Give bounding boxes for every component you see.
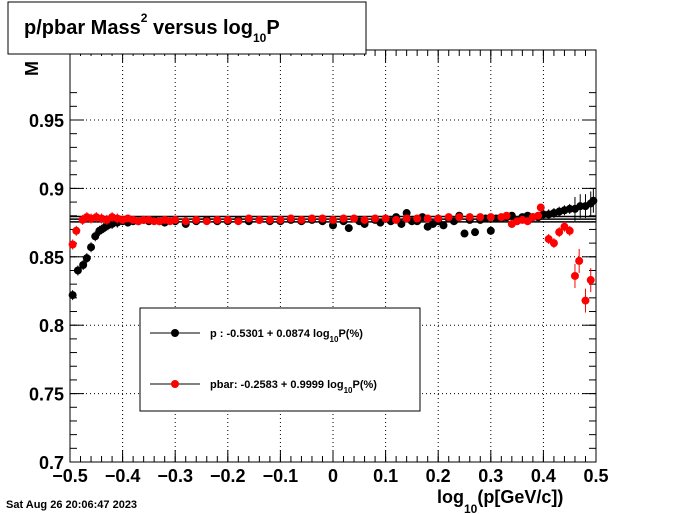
point-pbar bbox=[244, 214, 253, 223]
y-tick-labels: 0.7 0.75 0.8 0.85 0.9 0.95 bbox=[29, 111, 64, 473]
point-pbar bbox=[434, 214, 443, 223]
point-pbar bbox=[350, 214, 359, 223]
title-main: p/pbar Mass bbox=[24, 17, 141, 39]
point-pbar bbox=[171, 215, 180, 224]
point-p bbox=[329, 221, 337, 230]
point-pbar bbox=[307, 214, 316, 223]
x-tick-labels: −0.5 −0.4 −0.3 −0.2 −0.1 0 0.1 0.2 0.3 0.4 0.5 bbox=[52, 466, 608, 486]
point-pbar bbox=[360, 215, 369, 224]
x-tick-label: 0.2 bbox=[426, 466, 451, 486]
point-pbar bbox=[392, 215, 401, 224]
x-tick-label: 0.4 bbox=[531, 466, 556, 486]
point-pbar bbox=[286, 214, 295, 223]
point-pbar bbox=[486, 213, 495, 222]
x-tick-label: −0.1 bbox=[263, 466, 299, 486]
point-pbar bbox=[339, 214, 348, 223]
point-p bbox=[439, 221, 448, 230]
point-pbar bbox=[381, 214, 390, 223]
data-points bbox=[68, 188, 598, 313]
point-p bbox=[589, 196, 598, 205]
x-axis-label: log10(p[GeV/c]) bbox=[437, 487, 563, 514]
point-p bbox=[87, 243, 96, 252]
timestamp: Sat Aug 26 20:06:47 2023 bbox=[6, 499, 137, 511]
legend-label-pbar: pbar: -0.2583 + 0.9999 log10P(%) bbox=[210, 379, 377, 395]
title-sup: 2 bbox=[141, 11, 148, 25]
x-tick-label: −0.2 bbox=[210, 466, 246, 486]
point-pbar bbox=[192, 215, 201, 224]
point-pbar bbox=[555, 228, 564, 237]
title-box bbox=[7, 1, 367, 55]
chart-title: p/pbar Mass2 versus log10P bbox=[24, 11, 280, 45]
point-pbar bbox=[565, 226, 574, 235]
point-p bbox=[68, 291, 77, 300]
y-tick-label: 0.7 bbox=[39, 453, 64, 473]
grid bbox=[70, 50, 596, 462]
point-p bbox=[91, 232, 100, 241]
legend-label-p: p : -0.5301 + 0.0874 log10P(%) bbox=[210, 328, 363, 344]
y-tick-label: 0.75 bbox=[29, 385, 64, 405]
x-tick-label: 0.3 bbox=[478, 466, 503, 486]
legend-marker-p bbox=[171, 329, 179, 337]
point-p bbox=[82, 254, 91, 263]
point-pbar bbox=[476, 213, 485, 222]
legend-entry-pbar: pbar: -0.2583 + 0.9999 log10P(%) bbox=[150, 379, 377, 395]
point-pbar bbox=[255, 215, 264, 224]
point-p bbox=[79, 261, 88, 270]
point-pbar bbox=[502, 211, 511, 220]
title-sub: 10 bbox=[253, 31, 267, 45]
point-pbar bbox=[213, 215, 222, 224]
point-pbar bbox=[276, 215, 285, 224]
x-tick-label: 0.1 bbox=[373, 466, 398, 486]
point-pbar bbox=[371, 214, 380, 223]
point-pbar bbox=[202, 217, 211, 226]
point-pbar bbox=[329, 215, 337, 224]
y-tick-label: 0.85 bbox=[29, 248, 64, 268]
legend-entry-p: p : -0.5301 + 0.0874 log10P(%) bbox=[150, 328, 363, 344]
point-pbar bbox=[181, 217, 190, 226]
point-pbar bbox=[549, 239, 558, 248]
point-p bbox=[344, 224, 353, 233]
point-p bbox=[471, 228, 480, 237]
point-pbar bbox=[72, 226, 81, 235]
x-tick-label: 0.5 bbox=[583, 466, 608, 486]
series-pbar bbox=[68, 203, 595, 313]
point-pbar bbox=[575, 256, 584, 265]
x-tick-label: 0 bbox=[328, 466, 338, 486]
point-pbar bbox=[444, 213, 453, 222]
point-pbar bbox=[586, 276, 595, 285]
x-tick-label: −0.3 bbox=[157, 466, 193, 486]
title-tail: P bbox=[266, 17, 279, 39]
title-mid: versus log bbox=[147, 17, 253, 39]
y-tick-label: 0.8 bbox=[39, 316, 64, 336]
point-pbar bbox=[413, 214, 422, 223]
point-pbar bbox=[265, 215, 274, 224]
point-pbar bbox=[68, 240, 77, 249]
point-pbar bbox=[223, 215, 232, 224]
point-pbar bbox=[570, 271, 579, 280]
point-pbar bbox=[534, 211, 543, 220]
y-tick-label: 0.95 bbox=[29, 111, 64, 131]
point-p bbox=[460, 229, 469, 238]
legend-box bbox=[139, 307, 421, 412]
point-pbar bbox=[455, 213, 464, 222]
point-p bbox=[402, 209, 411, 218]
y-tick-label: 0.9 bbox=[39, 179, 64, 199]
x-tick-label: −0.4 bbox=[105, 466, 141, 486]
point-pbar bbox=[234, 217, 243, 226]
point-pbar bbox=[318, 214, 327, 223]
legend-marker-pbar bbox=[171, 380, 179, 388]
y-axis-label: M bbox=[22, 61, 42, 76]
point-p bbox=[73, 266, 82, 275]
point-pbar bbox=[465, 213, 474, 222]
point-p bbox=[486, 226, 495, 235]
point-pbar bbox=[536, 203, 545, 212]
series-p bbox=[68, 188, 598, 301]
point-pbar bbox=[297, 215, 306, 224]
point-pbar bbox=[402, 214, 411, 223]
point-pbar bbox=[581, 296, 590, 305]
point-pbar bbox=[423, 214, 432, 223]
x-tick-label: −0.5 bbox=[52, 466, 88, 486]
